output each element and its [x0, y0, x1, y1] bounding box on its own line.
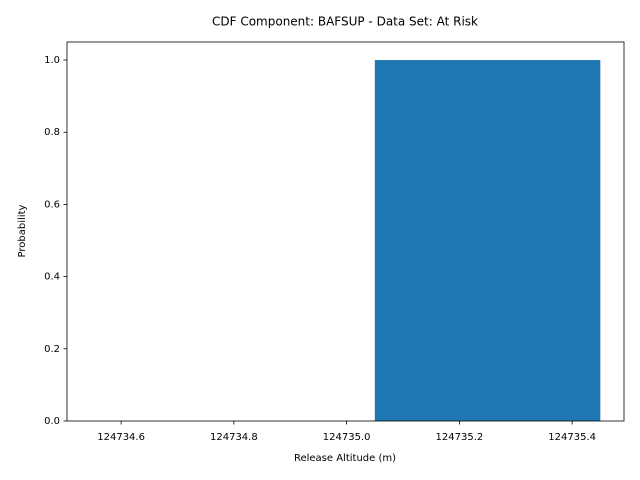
- x-tick-label: 124735.0: [323, 432, 371, 443]
- y-axis-label: Probability: [17, 204, 28, 257]
- y-tick-label: 0.4: [44, 272, 60, 283]
- y-tick-label: 0.2: [44, 344, 60, 355]
- x-tick-label: 124735.2: [436, 432, 484, 443]
- x-tick-label: 124734.6: [97, 432, 145, 443]
- x-tick-label: 124734.8: [210, 432, 258, 443]
- chart-title: CDF Component: BAFSUP - Data Set: At Ris…: [212, 15, 478, 29]
- y-tick-label: 1.0: [44, 55, 60, 66]
- bar: [374, 60, 601, 422]
- x-tick-label: 124735.4: [548, 432, 596, 443]
- y-tick-label: 0.6: [44, 199, 60, 210]
- x-axis-label: Release Altitude (m): [294, 453, 396, 464]
- plot-frame: [66, 41, 625, 422]
- y-tick-label: 0.0: [44, 416, 60, 427]
- y-tick-label: 0.8: [44, 127, 60, 138]
